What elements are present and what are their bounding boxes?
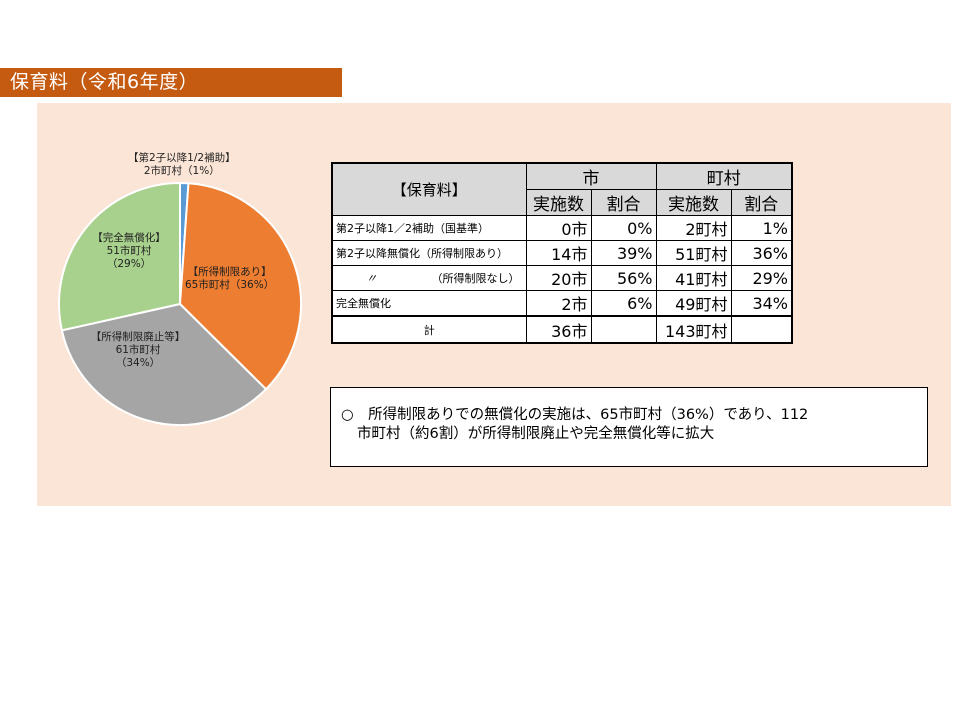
- pie-label-percent: （29%）: [106, 258, 152, 270]
- city-total: 36市: [525, 315, 592, 344]
- town-count: 41町村: [655, 265, 732, 291]
- pie-label-percent: （34%）: [115, 357, 161, 369]
- table-subheader: 実施数: [655, 189, 732, 216]
- table-subheader: 割合: [590, 189, 657, 216]
- town-count: 49町村: [655, 290, 732, 317]
- pie-label-value: 51市町村: [106, 245, 152, 257]
- city-total-percent: [590, 315, 657, 344]
- table-subheader: 割合: [730, 189, 793, 216]
- town-total: 143町村: [655, 315, 732, 344]
- city-count: 20市: [525, 265, 592, 291]
- pie-label-value: 65市町村（36%）: [185, 279, 275, 291]
- city-count: 14市: [525, 240, 592, 266]
- page-title: 保育料（令和6年度）: [0, 68, 342, 97]
- row-label-text: （所得制限なし）: [431, 272, 520, 285]
- town-percent: 34%: [730, 290, 793, 317]
- summary-note: ○ 所得制限ありでの無償化の実施は、65市町村（36%）であり、112 市町村（…: [330, 387, 928, 467]
- table-row: 完全無償化 2市 6% 49町村 34%: [331, 290, 793, 317]
- city-count: 0市: [525, 215, 592, 241]
- row-label: 第2子以降1／2補助（国基準）: [331, 215, 527, 241]
- total-label: 計: [331, 315, 527, 344]
- row-label: 完全無償化: [331, 290, 527, 317]
- town-count: 2町村: [655, 215, 732, 241]
- city-percent: 6%: [590, 290, 657, 317]
- city-percent: 56%: [590, 265, 657, 291]
- town-percent: 29%: [730, 265, 793, 291]
- table-group-header-city: 市: [525, 162, 657, 190]
- town-percent: 1%: [730, 215, 793, 241]
- note-line-1: ○ 所得制限ありでの無償化の実施は、65市町村（36%）であり、112: [341, 407, 809, 423]
- pie-label-value: 2市町村（1%）: [143, 165, 220, 177]
- town-percent: 36%: [730, 240, 793, 266]
- pie-label-name: 【第2子以降1/2補助】: [128, 152, 236, 164]
- city-percent: 39%: [590, 240, 657, 266]
- pie-label-limit-abolished: 【所得制限廃止等】 61市町村 （34%）: [83, 331, 193, 370]
- pie-label-fully-free: 【完全無償化】 51市町村 （29%）: [84, 232, 174, 271]
- table-total-row: 計 36市 143町村: [331, 315, 793, 344]
- table-row: 第2子以降1／2補助（国基準） 0市 0% 2町村 1%: [331, 215, 793, 241]
- pie-label-name: 【完全無償化】: [92, 232, 166, 244]
- table-group-header-town: 町村: [655, 162, 793, 190]
- fee-table: 【保育料】 市 町村 実施数 割合 実施数 割合 第2子以降1／2補助（国基準）…: [331, 162, 793, 344]
- pie-label-half-subsidy: 【第2子以降1/2補助】 2市町村（1%）: [128, 152, 236, 178]
- table-row: 第2子以降無償化（所得制限あり） 14市 39% 51町村 36%: [331, 240, 793, 266]
- note-line-2: 市町村（約6割）が所得制限廃止や完全無償化等に拡大: [357, 426, 715, 442]
- row-label: 〃 （所得制限なし）: [331, 265, 527, 291]
- pie-label-income-limit: 【所得制限あり】 65市町村（36%）: [185, 266, 274, 292]
- ditto-mark: 〃: [366, 272, 377, 285]
- row-label: 第2子以降無償化（所得制限あり）: [331, 240, 527, 266]
- pie-label-name: 【所得制限あり】: [187, 266, 272, 278]
- table-corner-header: 【保育料】: [331, 162, 527, 216]
- town-count: 51町村: [655, 240, 732, 266]
- pie-label-value: 61市町村: [115, 344, 161, 356]
- town-total-percent: [730, 315, 793, 344]
- table-row: 〃 （所得制限なし） 20市 56% 41町村 29%: [331, 265, 793, 291]
- city-percent: 0%: [590, 215, 657, 241]
- table-subheader: 実施数: [525, 189, 592, 216]
- pie-label-name: 【所得制限廃止等】: [90, 331, 186, 343]
- city-count: 2市: [525, 290, 592, 317]
